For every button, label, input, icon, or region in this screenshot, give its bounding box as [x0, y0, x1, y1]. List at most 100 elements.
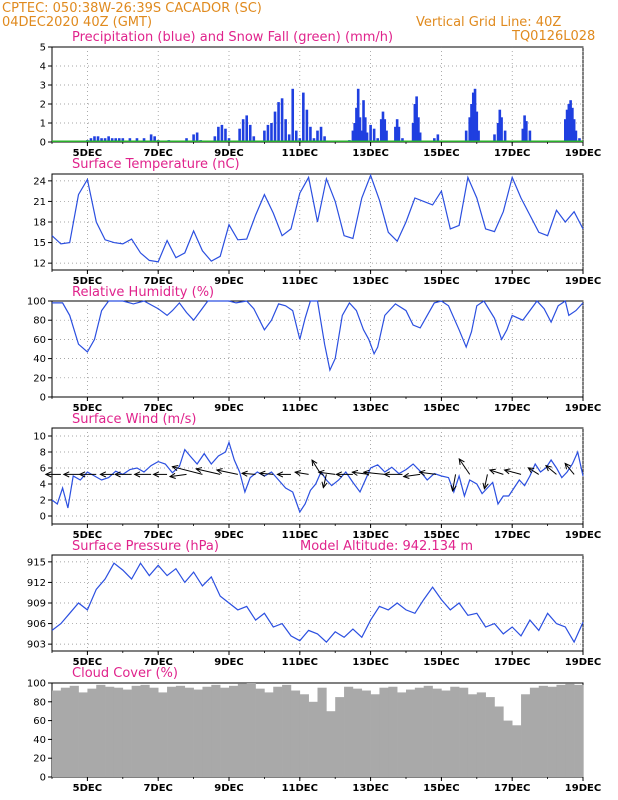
model-altitude: Model Altitude: 942.134 m [300, 539, 473, 554]
cloud-bar [96, 684, 106, 777]
y-tick-label: 915 [27, 557, 46, 568]
precip-bar [149, 134, 153, 142]
plot-frame [51, 427, 584, 525]
precip-bar [471, 92, 475, 142]
cloud-bar [503, 720, 513, 777]
cloud-bar [184, 687, 194, 777]
cloud-bar [229, 685, 239, 777]
precip-bar [362, 100, 365, 142]
y-tick-label: 912 [27, 578, 46, 589]
precip-bar [355, 107, 358, 142]
y-tick-label: 2 [40, 100, 46, 111]
wind-arrow-head [99, 471, 107, 478]
y-tick-label: 903 [27, 640, 46, 651]
y-tick-label: 40 [33, 354, 46, 365]
wind-arrow [259, 472, 274, 475]
x-tick-label: 19DEC [565, 276, 601, 287]
y-tick-label: 0 [40, 773, 46, 784]
x-tick-label: 7DEC [143, 148, 172, 159]
precip-bar [417, 117, 420, 142]
wind-arrow [169, 473, 187, 478]
precip-bar [266, 124, 270, 142]
precip-bar [468, 117, 472, 142]
y-tick-label: 12 [33, 259, 46, 270]
plot-frame [51, 46, 584, 143]
series-line [51, 173, 584, 263]
precip-bar [381, 111, 385, 142]
precip-bar [572, 119, 576, 142]
cloud-bar [52, 690, 62, 777]
x-tick-label: 19DEC [565, 403, 601, 414]
cloud-bar [574, 684, 584, 777]
x-tick-label: 13DEC [352, 783, 388, 794]
y-tick-label: 0 [40, 138, 46, 149]
x-tick-label: 5DEC [73, 783, 102, 794]
wind-arrow-head [458, 458, 465, 466]
cloud-bar [547, 686, 557, 777]
wind-arrow-head [311, 459, 318, 467]
series-line [51, 440, 584, 514]
precip-bar [277, 102, 280, 142]
cloud-bar [246, 683, 256, 777]
x-tick-label: 13DEC [352, 403, 388, 414]
y-tick-label: 18 [33, 218, 46, 229]
cloud-bar [379, 687, 389, 777]
y-tick-label: 80 [33, 316, 46, 327]
cloud-bar [237, 683, 247, 777]
y-tick-label: 24 [33, 176, 46, 187]
precip-bar [574, 130, 578, 142]
cloud-bar [406, 689, 416, 777]
y-tick-label: 1 [40, 119, 46, 130]
precip-bar [100, 138, 103, 142]
wind-arrow [172, 466, 203, 475]
y-tick-label: 60 [33, 716, 46, 727]
x-tick-label: 7DEC [143, 657, 172, 668]
precip-bar [395, 119, 399, 142]
y-tick-label: 906 [27, 619, 46, 630]
wind-arrow-head [171, 465, 179, 471]
cloud-bar [299, 694, 309, 777]
x-tick-label: 17DEC [494, 276, 530, 287]
panel-5: Surface Pressure (hPa) Model Altitude: 94… [27, 539, 601, 668]
x-tick-label: 13DEC [352, 657, 388, 668]
cloud-bar [388, 686, 398, 777]
x-tick-label: 7DEC [143, 783, 172, 794]
wind-arrow-head [321, 481, 328, 489]
precip-bar [415, 96, 418, 142]
wind-arrow-head [133, 471, 141, 478]
wind-arrow-head [276, 471, 284, 478]
precip-bar [238, 128, 241, 142]
wind-arrow [363, 471, 385, 475]
wind-arrow-head [240, 470, 248, 477]
header-station: CPTEC: 050:38W-26:39S CACADOR (SC) [2, 1, 262, 16]
cloud-bar [494, 706, 504, 777]
header-run-id: TQ0126L028 [511, 29, 595, 44]
cloud-bar [370, 694, 380, 777]
wind-arrow-head [488, 468, 496, 475]
y-tick-label: 21 [33, 197, 46, 208]
wind-arrow-head [195, 467, 203, 474]
x-tick-label: 13DEC [352, 276, 388, 287]
panel-title: Relative Humidity (%) [72, 285, 214, 300]
cloud-bar [397, 692, 407, 777]
precip-bar [284, 119, 287, 142]
precip-bar [185, 138, 188, 142]
cloud-bar [459, 687, 469, 777]
cloud-bar [317, 687, 327, 777]
wind-arrow-head [545, 464, 552, 472]
precip-bar [365, 132, 369, 142]
cloud-bar [326, 711, 336, 777]
y-tick-label: 4 [40, 480, 46, 491]
wind-arrow-head [44, 471, 52, 478]
panel-title: Surface Temperature (nC) [72, 157, 240, 172]
y-tick-label: 3 [40, 81, 46, 92]
precip-bar [128, 138, 132, 142]
x-tick-label: 11DEC [282, 403, 318, 414]
wind-arrow [403, 473, 421, 478]
y-tick-label: 5 [40, 43, 46, 54]
x-tick-label: 9DEC [214, 148, 243, 159]
series-line [52, 300, 584, 373]
precip-bar [309, 126, 312, 142]
precip-bar [312, 138, 316, 142]
y-tick-label: 909 [27, 599, 46, 610]
